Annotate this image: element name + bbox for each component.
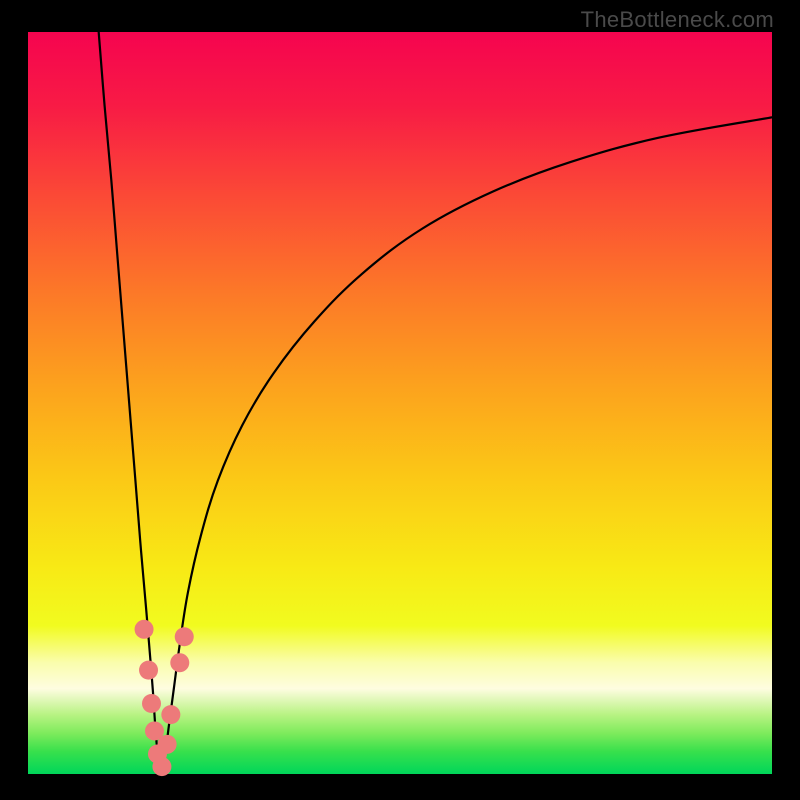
watermark-text: TheBottleneck.com: [581, 7, 774, 33]
chart-container: TheBottleneck.com: [0, 0, 800, 800]
gradient-background: [28, 32, 772, 774]
